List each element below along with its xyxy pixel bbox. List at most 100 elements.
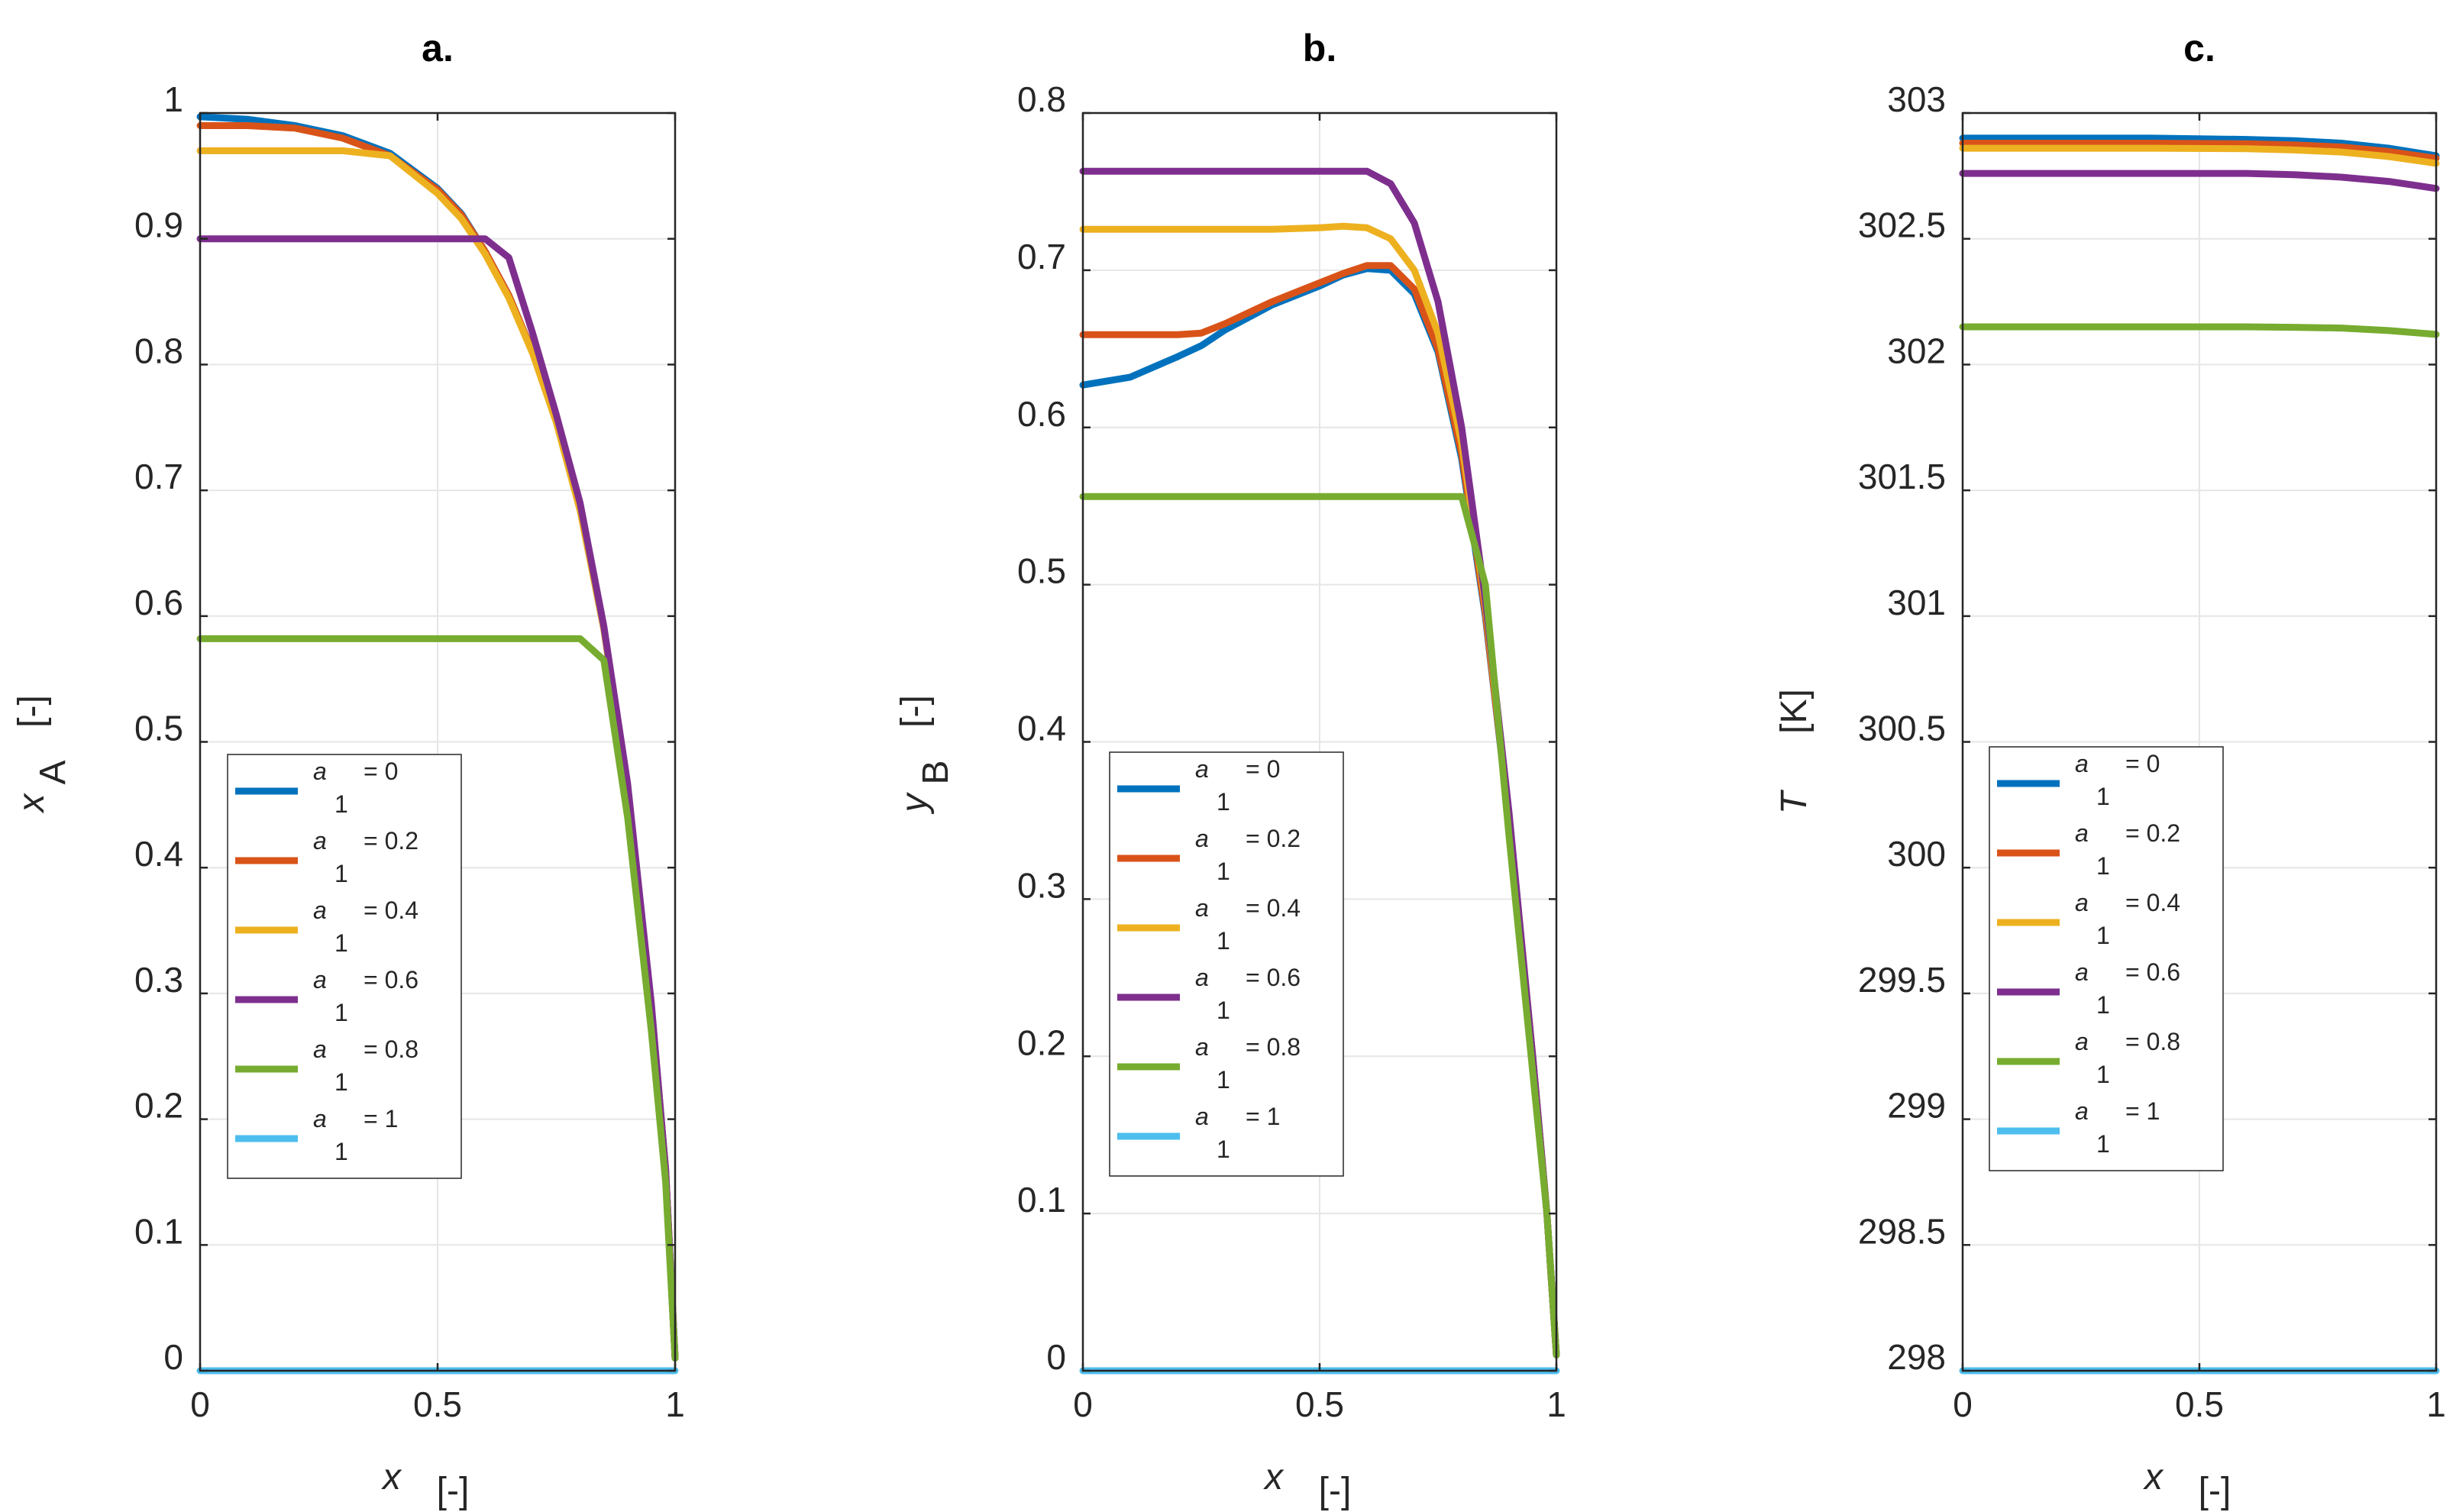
y-axis-label-subscript: A [33, 760, 73, 784]
panel-title: a. [422, 27, 454, 69]
y-axis-label-group: yB [-] [894, 695, 956, 814]
legend-symbol: a [313, 966, 327, 993]
legend-subscript: 1 [334, 860, 348, 887]
legend-symbol: a [1195, 755, 1209, 783]
x-tick-label: 0.5 [1295, 1384, 1344, 1424]
x-axis-label: x [381, 1457, 402, 1497]
legend-box [227, 754, 462, 1179]
y-tick-label: 0.3 [1017, 865, 1066, 905]
x-axis-unit: [-] [437, 1471, 470, 1511]
legend-label: = 0.4 [364, 897, 418, 924]
series-line-4 [1959, 323, 2440, 338]
series-line-1 [1959, 140, 2440, 162]
legend-subscript: 1 [1217, 927, 1230, 955]
panel-title: b. [1303, 27, 1336, 69]
y-axis-label: x [11, 793, 52, 814]
panel-a: 0 0.5 1 0 0.1 0.2 0.3 0.4 0.5 0.6 0.7 0.8 0.9 1 a. x [-]… [11, 27, 685, 1511]
legend-label: = 0.4 [2125, 889, 2180, 916]
legend-subscript: 1 [2096, 922, 2110, 949]
x-tick-label: 0.5 [2175, 1384, 2224, 1424]
y-axis-label-group: T [K] [1774, 689, 1815, 814]
legend-symbol: a [2075, 889, 2089, 916]
y-tick-label: 300.5 [1858, 709, 1946, 748]
legend: a1= 0a1= 0.2a1= 0.4a1= 0.6a1= 0.8a1= 1 [1989, 746, 2224, 1171]
y-tick-label: 298 [1887, 1337, 1946, 1377]
y-axis-label: y [894, 792, 935, 815]
legend-symbol: a [2075, 1028, 2089, 1055]
legend-subscript: 1 [1217, 997, 1230, 1024]
x-axis-label: x [1263, 1457, 1285, 1497]
series-line-3 [196, 235, 679, 1362]
legend-symbol: a [2075, 750, 2089, 777]
legend-subscript: 1 [334, 929, 348, 957]
legend-label: = 0.6 [364, 966, 418, 993]
legend-symbol: a [313, 1035, 327, 1063]
legend-subscript: 1 [1217, 1066, 1230, 1094]
y-tick-label: 0.8 [1017, 79, 1066, 119]
legend-symbol: a [1195, 825, 1209, 852]
series-line-2 [1959, 144, 2440, 167]
y-tick-label: 302.5 [1858, 205, 1946, 245]
legend-symbol: a [313, 827, 327, 855]
y-tick-label: 300 [1887, 834, 1946, 874]
y-axis-unit: [-] [11, 695, 52, 728]
legend-subscript: 1 [2096, 1061, 2110, 1088]
x-axis-label: x [2143, 1457, 2164, 1497]
legend-symbol: a [1195, 964, 1209, 991]
legend-box [1109, 751, 1344, 1177]
y-tick-label: 0.4 [1017, 709, 1066, 748]
legend-subscript: 1 [1217, 788, 1230, 816]
legend-subscript: 1 [334, 1138, 348, 1165]
y-tick-label: 302 [1887, 331, 1946, 370]
legend-subscript: 1 [334, 999, 348, 1026]
legend-label: = 1 [1246, 1103, 1280, 1130]
legend-symbol: a [313, 897, 327, 924]
y-axis-unit: [-] [894, 695, 935, 728]
y-tick-label: 0.2 [1017, 1023, 1066, 1062]
legend-subscript: 1 [1217, 1136, 1230, 1163]
y-tick-label: 0.4 [134, 834, 183, 874]
y-tick-label: 301 [1887, 583, 1946, 622]
panel-title: c. [2183, 27, 2215, 69]
y-tick-label: 299.5 [1858, 960, 1946, 1000]
y-axis-label-subscript: B [916, 760, 956, 784]
legend: a1= 0a1= 0.2a1= 0.4a1= 0.6a1= 0.8a1= 1 [1109, 751, 1344, 1177]
y-tick-label: 301.5 [1858, 457, 1946, 496]
legend-subscript: 1 [2096, 852, 2110, 880]
legend-label: = 0 [364, 758, 398, 785]
y-tick-label: 0 [1046, 1337, 1066, 1377]
legend-label: = 0.8 [1246, 1033, 1301, 1061]
legend-symbol: a [1195, 1103, 1209, 1130]
x-axis-unit: [-] [1319, 1471, 1352, 1511]
y-axis-label: T [1774, 789, 1815, 814]
series-line-3 [1959, 170, 2440, 192]
y-axis-label-group: xA [-] [11, 695, 73, 813]
x-tick-label: 0 [190, 1384, 210, 1424]
legend-label: = 0 [2125, 750, 2160, 777]
legend-subscript: 1 [1217, 858, 1230, 885]
legend-symbol: a [313, 758, 327, 785]
legend-label: = 1 [364, 1105, 398, 1132]
legend-subscript: 1 [2096, 783, 2110, 810]
legend-symbol: a [1195, 894, 1209, 922]
y-axis-unit: [K] [1774, 689, 1815, 734]
y-tick-label: 0.2 [134, 1086, 183, 1126]
legend-symbol: a [313, 1105, 327, 1132]
y-tick-label: 1 [163, 79, 183, 119]
y-tick-label: 299 [1887, 1086, 1946, 1126]
x-axis-unit: [-] [2199, 1471, 2231, 1511]
y-tick-label: 0.5 [1017, 551, 1066, 591]
y-tick-label: 0.8 [134, 331, 183, 370]
legend-label: = 0.2 [2125, 819, 2180, 847]
legend-subscript: 1 [2096, 991, 2110, 1019]
legend-symbol: a [2075, 958, 2089, 986]
y-tick-label: 298.5 [1858, 1211, 1946, 1251]
panel-c: 0 0.5 1 298 298.5 299 299.5 300 300.5 301 301.5 302… [1774, 27, 2446, 1511]
y-tick-label: 0.3 [134, 960, 183, 1000]
legend-symbol: a [2075, 1097, 2089, 1125]
legend-label: = 0.2 [1246, 825, 1301, 852]
series-line-4 [196, 635, 679, 1362]
legend-label: = 0.8 [364, 1035, 418, 1063]
legend-symbol: a [2075, 819, 2089, 847]
x-tick-label: 1 [2426, 1384, 2446, 1424]
